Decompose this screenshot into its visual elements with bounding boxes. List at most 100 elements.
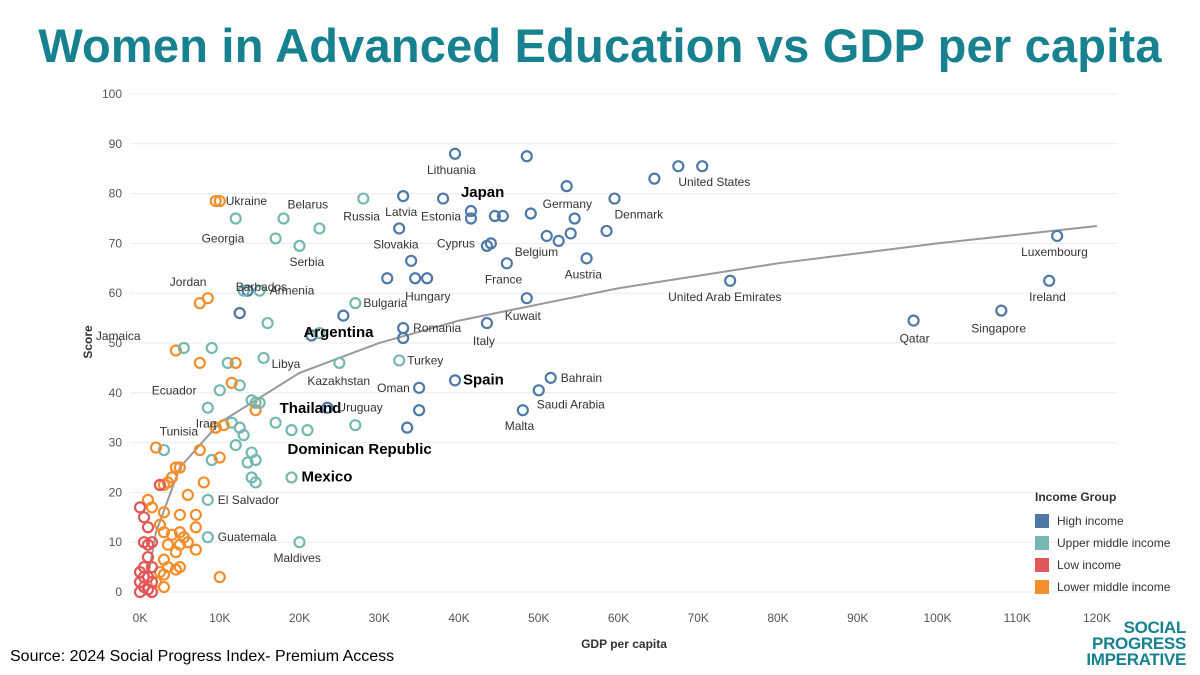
data-point-united-states[interactable] [672,160,685,173]
data-point[interactable] [145,560,159,574]
data-point[interactable] [520,150,533,163]
data-point-united-arab-emirates[interactable] [724,274,737,287]
data-point[interactable] [145,536,159,549]
data-point[interactable] [141,551,155,564]
data-point[interactable] [169,461,182,474]
data-point-estonia[interactable] [436,192,450,205]
data-point-saudi-arabia[interactable] [532,384,545,397]
data-point[interactable] [405,254,418,267]
data-point-qatar[interactable] [907,314,920,327]
data-point[interactable] [496,209,509,223]
data-point[interactable] [157,568,171,581]
data-point-tunisia[interactable] [209,421,222,434]
data-point[interactable] [524,207,537,220]
data-point-malta[interactable] [516,404,529,417]
data-point-jordan[interactable] [201,292,214,305]
data-point[interactable] [564,227,577,240]
data-point[interactable] [648,172,661,185]
data-point-el-salvador[interactable] [201,493,214,506]
data-point[interactable] [696,160,709,173]
data-point[interactable] [225,376,238,389]
data-point[interactable] [401,421,414,434]
data-point-bulgaria[interactable] [349,297,362,310]
data-point[interactable] [229,438,242,452]
data-point[interactable] [600,224,613,238]
data-point-austria[interactable] [580,252,593,265]
data-point[interactable] [213,194,226,208]
legend-item-high[interactable]: High income [1035,510,1170,532]
legend-item-low[interactable]: Low income [1035,554,1170,576]
data-point[interactable] [165,471,178,484]
data-point[interactable] [241,456,254,469]
data-point[interactable] [197,476,210,489]
data-point-guatemala[interactable] [201,531,214,544]
data-point[interactable] [488,209,501,223]
data-point[interactable] [161,538,175,551]
data-point[interactable] [301,424,314,437]
data-point[interactable] [337,309,350,322]
data-point-kuwait[interactable] [520,292,533,305]
data-point[interactable] [221,356,234,370]
data-point[interactable] [249,453,262,467]
data-point-ecuador[interactable] [213,384,226,397]
data-point-germany[interactable] [560,180,573,193]
data-point-belgium[interactable] [540,229,553,243]
data-point-japan[interactable] [464,204,478,218]
data-point-kazakhstan[interactable] [333,356,346,370]
data-point[interactable] [193,356,206,370]
data-point-hungary[interactable] [421,272,434,285]
data-point[interactable] [552,234,565,248]
data-point[interactable] [189,543,202,556]
data-point[interactable] [157,580,171,594]
data-point-ukraine[interactable] [209,194,222,208]
data-point-barbados[interactable] [233,307,246,320]
data-point[interactable] [464,212,478,225]
data-point-singapore[interactable] [995,304,1008,317]
data-point[interactable] [193,443,206,457]
data-point-thailand[interactable] [253,396,266,409]
data-point[interactable] [189,521,202,534]
data-point-luxembourg[interactable] [1051,229,1064,243]
data-point[interactable] [157,443,171,457]
data-point[interactable] [237,284,250,297]
data-point[interactable] [249,396,262,409]
data-point[interactable] [229,356,242,370]
data-point[interactable] [213,570,226,584]
data-point[interactable] [249,476,262,489]
data-point[interactable] [305,329,318,342]
data-point-serbia[interactable] [293,239,306,252]
data-point[interactable] [157,526,171,539]
data-point[interactable] [137,511,151,524]
data-point-armenia[interactable] [253,284,266,297]
data-point[interactable] [568,212,581,225]
data-point-russia[interactable] [357,192,370,205]
data-point[interactable] [153,478,167,492]
data-point[interactable] [181,536,194,549]
data-point[interactable] [205,341,218,355]
data-point[interactable] [173,508,186,521]
data-point-jamaica[interactable] [177,341,190,355]
legend-item-lower[interactable]: Lower middle income [1035,576,1170,598]
data-point-cyprus[interactable] [484,237,497,250]
data-point[interactable] [165,528,178,541]
data-point-lithuania[interactable] [448,147,462,160]
data-point[interactable] [277,212,290,225]
data-point-maldives[interactable] [293,536,306,549]
data-point[interactable] [157,506,171,519]
data-point-denmark[interactable] [608,192,621,205]
data-point[interactable] [409,272,422,285]
data-point-turkey[interactable] [393,354,406,367]
data-point-ireland[interactable] [1043,274,1056,287]
data-point-georgia[interactable] [269,232,282,245]
data-point[interactable] [189,508,202,521]
data-point[interactable] [413,404,426,417]
data-point[interactable] [181,488,194,501]
data-point[interactable] [269,416,282,429]
data-point[interactable] [157,478,171,492]
data-point[interactable] [213,451,226,464]
data-point[interactable] [205,453,218,467]
data-point[interactable] [169,546,182,559]
data-point-dominican-republic[interactable] [285,424,298,437]
data-point-mexico[interactable] [285,471,298,484]
data-point-iraq[interactable] [201,401,214,414]
